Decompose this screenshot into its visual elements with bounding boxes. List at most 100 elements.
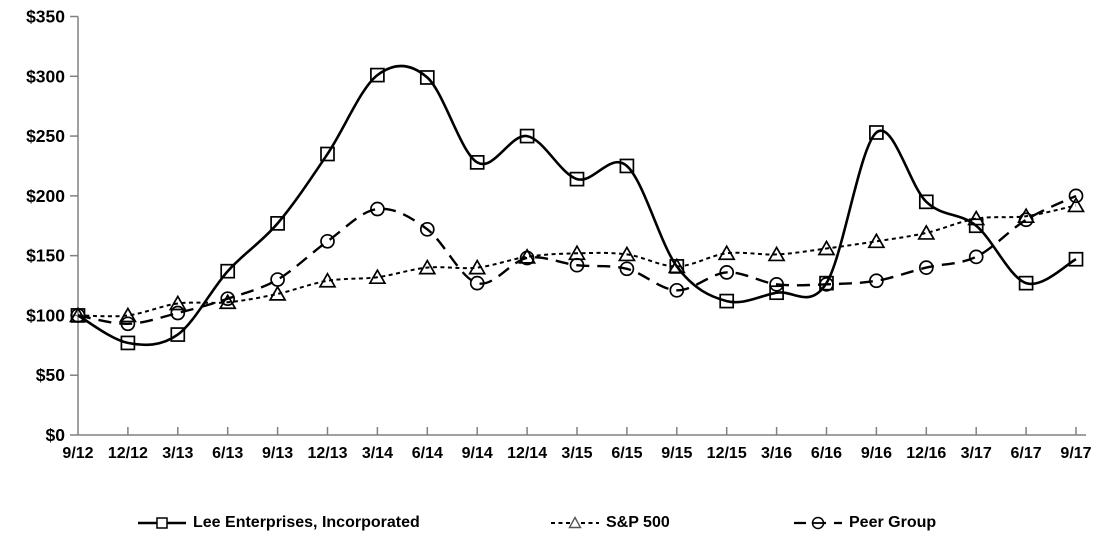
triangle-marker-icon	[518, 248, 537, 264]
square-marker-icon	[220, 263, 236, 279]
triangle-marker-icon	[268, 285, 287, 301]
sp500-line-sample-icon	[551, 516, 599, 529]
circle-marker-icon	[1018, 212, 1034, 228]
circle-marker-icon	[819, 276, 834, 292]
square-marker-icon	[519, 128, 535, 144]
legend-label-sp500: S&P 500	[606, 514, 670, 531]
square-marker-icon	[1068, 251, 1084, 267]
circle-marker-icon	[569, 257, 585, 273]
series-square	[77, 64, 1077, 347]
triangle-marker-icon	[568, 516, 582, 529]
legend: Lee Enterprises, Incorporated S&P 500 Pe…	[0, 508, 1111, 542]
triangle-marker-icon	[817, 239, 836, 256]
x-tick-label: 6/16	[811, 445, 842, 462]
square-marker-icon	[569, 171, 585, 187]
square-marker-icon	[419, 70, 435, 85]
circle-marker-icon	[419, 221, 435, 237]
square-marker-icon	[370, 67, 385, 83]
triangle-marker-icon	[717, 244, 736, 261]
circle-marker-icon	[220, 291, 236, 307]
x-tick-label: 3/13	[162, 445, 193, 462]
x-tick-label: 6/13	[212, 445, 243, 462]
x-tick-label: 12/14	[507, 445, 547, 462]
circle-marker-icon	[619, 261, 635, 277]
circle-marker-icon	[669, 282, 685, 298]
triangle-marker-icon	[368, 268, 387, 285]
triangle-marker-icon	[867, 232, 886, 249]
legend-label-lee-enterprises: Lee Enterprises, Incorporated	[193, 514, 420, 531]
square-marker-icon	[270, 216, 285, 231]
series-circle	[77, 194, 1077, 326]
x-tick-label: 6/14	[412, 445, 443, 462]
x-tick-label: 3/14	[362, 445, 393, 462]
performance-chart: $0 $50 $100 $150 $200 $250 $300 $350 9/12 12/12 3…	[26, 7, 1092, 463]
y-tick-label: $50	[36, 365, 65, 385]
triangle-marker-icon	[218, 293, 237, 310]
performance-chart-container: $0 $50 $100 $150 $200 $250 $300 $350 9/12 12/12 3…	[26, 7, 1092, 463]
x-tick-label: 12/12	[108, 445, 148, 462]
x-tick-label: 9/14	[462, 445, 493, 462]
y-tick-label: $200	[26, 186, 65, 206]
x-tick-label: 3/15	[561, 445, 592, 462]
circle-marker-icon	[170, 305, 186, 321]
triangle-marker-icon	[118, 306, 137, 323]
circle-marker-icon	[869, 273, 884, 289]
circle-marker-icon	[469, 275, 485, 291]
x-tick-label: 12/15	[707, 445, 747, 462]
circle-marker-icon	[918, 260, 934, 275]
triangle-marker-icon	[917, 224, 936, 240]
circle-marker-icon	[70, 308, 86, 323]
square-marker-icon	[170, 327, 186, 342]
circle-marker-icon	[519, 250, 535, 266]
y-tick-label: $100	[26, 305, 65, 325]
circle-marker-icon	[1068, 188, 1084, 204]
series-line-1	[77, 204, 1077, 318]
x-tick-label: 9/17	[1060, 445, 1091, 462]
lee-line-sample-icon	[138, 517, 186, 529]
x-tick-label: 3/16	[761, 445, 792, 462]
circle-marker-icon	[370, 201, 385, 217]
triangle-marker-icon	[468, 258, 487, 275]
circle-marker-icon	[120, 316, 136, 332]
square-marker-icon	[156, 517, 168, 529]
x-axis: 9/12 12/12 3/13 6/13 9/13 12/13 3/14 6/14 9/14 12…	[62, 427, 1092, 462]
legend-item-lee-enterprises: Lee Enterprises, Incorporated	[138, 508, 420, 538]
series-triangle	[77, 204, 1077, 318]
y-tick-label: $300	[26, 66, 65, 86]
square-marker-icon	[320, 146, 335, 162]
circle-marker-icon	[719, 265, 735, 280]
x-tick-label: 12/16	[906, 445, 946, 462]
triangle-marker-icon	[617, 245, 636, 262]
x-tick-label: 9/15	[661, 445, 692, 462]
triangle-marker-icon	[667, 257, 686, 274]
y-tick-label: $150	[26, 246, 65, 266]
x-tick-label: 9/16	[861, 445, 892, 462]
square-marker-icon	[769, 285, 784, 301]
legend-label-peer-group: Peer Group	[849, 514, 937, 531]
triangle-marker-icon	[967, 209, 986, 226]
triangle-marker-icon	[168, 294, 187, 311]
triangle-marker-icon	[1017, 207, 1036, 224]
triangle-marker-icon	[767, 245, 786, 262]
circle-marker-icon	[968, 249, 984, 265]
series-line-2	[77, 194, 1077, 326]
series-layer	[69, 64, 1085, 351]
y-axis: $0 $50 $100 $150 $200 $250 $300 $350	[26, 7, 79, 445]
y-tick-label: $0	[46, 425, 66, 445]
legend-item-peer-group: Peer Group	[794, 508, 936, 538]
circle-marker-icon	[270, 272, 285, 287]
x-tick-label: 6/17	[1011, 445, 1042, 462]
triangle-marker-icon	[318, 272, 337, 288]
marker-layer	[69, 67, 1085, 351]
triangle-marker-icon	[1067, 196, 1085, 213]
series-line-0	[77, 64, 1077, 347]
y-tick-label: $250	[26, 126, 65, 146]
triangle-marker-icon	[418, 258, 437, 275]
x-tick-label: 12/13	[307, 445, 347, 462]
square-marker-icon	[968, 218, 984, 234]
y-tick-label: $350	[26, 7, 65, 27]
square-marker-icon	[619, 158, 635, 174]
square-marker-icon	[469, 155, 485, 170]
square-marker-icon	[120, 335, 136, 351]
peer-line-sample-icon	[794, 516, 842, 530]
